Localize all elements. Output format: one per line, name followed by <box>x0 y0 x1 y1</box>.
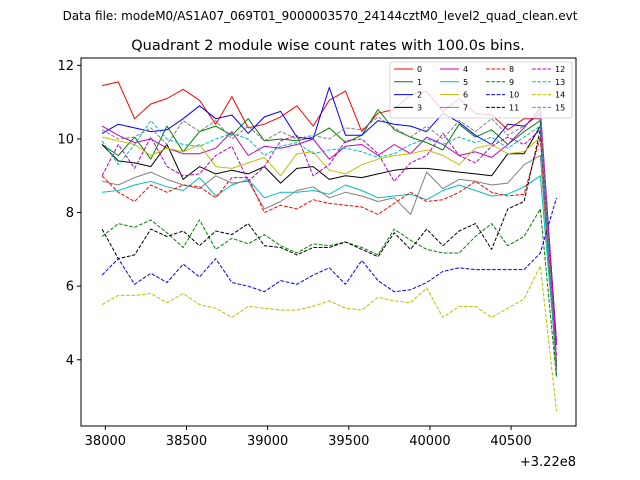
x-tick-label: 39000 <box>247 434 288 449</box>
legend-label-13: 13 <box>555 78 565 87</box>
data-file-label: Data file: modeM0/AS1A07_069T01_90000035… <box>63 9 578 23</box>
series-line-7 <box>101 155 557 364</box>
series-line-15 <box>101 109 557 371</box>
series-line-3 <box>101 125 557 375</box>
x-tick-label: 40500 <box>490 434 531 449</box>
x-axis-offset-label: +3.22e8 <box>520 455 576 470</box>
legend-label-14: 14 <box>555 91 565 100</box>
series-line-2 <box>101 86 557 342</box>
series-line-9 <box>101 208 557 379</box>
series-line-0 <box>101 81 557 364</box>
series-line-1 <box>101 109 557 368</box>
chart-title: Quadrant 2 module wise count rates with … <box>131 38 525 54</box>
legend-label-11: 11 <box>509 103 519 112</box>
series-line-10 <box>101 197 557 293</box>
legend-label-12: 12 <box>555 65 565 74</box>
series-line-13 <box>101 120 557 375</box>
legend-label-7: 7 <box>463 103 468 112</box>
series-line-11 <box>101 129 557 368</box>
legend-label-4: 4 <box>463 65 468 74</box>
legend-label-9: 9 <box>509 78 514 87</box>
legend-box <box>389 61 573 119</box>
y-tick-label: 6 <box>66 280 74 295</box>
plot-area-frame <box>80 57 577 427</box>
y-tick-label: 8 <box>66 206 74 221</box>
legend-label-8: 8 <box>509 65 514 74</box>
legend-label-3: 3 <box>417 103 422 112</box>
series-line-6 <box>101 136 557 368</box>
series-line-12 <box>101 129 557 357</box>
legend-label-2: 2 <box>417 91 422 100</box>
legend-label-6: 6 <box>463 91 468 100</box>
series-lines <box>101 81 557 412</box>
series-line-4 <box>101 107 557 346</box>
series-line-14 <box>101 265 557 412</box>
series-line-8 <box>101 136 557 371</box>
legend-label-15: 15 <box>555 103 565 112</box>
y-tick-label: 12 <box>57 59 74 74</box>
x-tick-label: 40000 <box>409 434 450 449</box>
legend-label-0: 0 <box>417 65 422 74</box>
legend-label-10: 10 <box>509 91 519 100</box>
x-tick-label: 39500 <box>328 434 369 449</box>
series-line-5 <box>102 175 557 364</box>
y-tick-label: 4 <box>66 353 74 368</box>
y-tick-label: 10 <box>57 132 74 147</box>
legend-label-5: 5 <box>463 78 468 87</box>
x-tick-label: 38500 <box>166 434 207 449</box>
legend-label-1: 1 <box>417 78 422 87</box>
x-tick-label: 38000 <box>85 434 126 449</box>
